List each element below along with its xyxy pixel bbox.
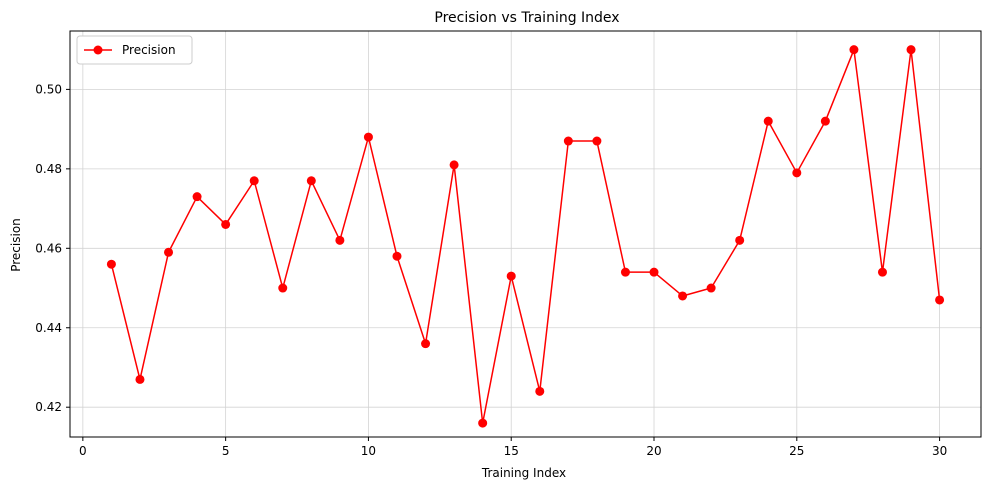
- plot-frame: [69, 30, 982, 438]
- data-point: [935, 295, 945, 305]
- series-line-precision: [110, 48, 941, 424]
- legend-label-precision: Precision: [122, 43, 176, 57]
- data-point: [506, 271, 516, 281]
- data-point: [678, 291, 688, 301]
- data-point: [306, 176, 316, 186]
- data-point: [249, 176, 259, 186]
- grid: [70, 31, 981, 437]
- data-point: [906, 45, 916, 55]
- data-point: [135, 374, 145, 384]
- data-point: [735, 235, 745, 245]
- chart-title: Precision vs Training Index: [434, 10, 619, 26]
- data-point: [363, 132, 373, 142]
- legend: Precision: [76, 35, 193, 65]
- data-point: [820, 116, 830, 126]
- data-point: [221, 219, 231, 229]
- data-point: [877, 267, 887, 277]
- data-point: [620, 267, 630, 277]
- x-tick-label: 0: [79, 444, 87, 458]
- legend-box: [76, 35, 193, 65]
- data-point: [106, 259, 116, 269]
- y-tick-label: 0.48: [35, 162, 62, 176]
- data-point: [278, 283, 288, 293]
- data-point: [706, 283, 716, 293]
- x-axis-title: Training Index: [481, 466, 566, 480]
- data-point: [478, 418, 488, 428]
- data-point: [849, 45, 859, 55]
- y-tick-label: 0.42: [35, 400, 62, 414]
- y-tick-label: 0.44: [35, 321, 62, 335]
- data-point: [592, 136, 602, 146]
- x-tick-label: 10: [361, 444, 376, 458]
- data-point: [164, 247, 174, 257]
- x-tick-label: 25: [789, 444, 804, 458]
- y-tick-label: 0.46: [35, 241, 62, 255]
- data-point: [535, 386, 545, 396]
- x-tick-label: 30: [932, 444, 947, 458]
- data-point: [392, 251, 402, 261]
- x-tick-label: 5: [222, 444, 230, 458]
- y-tick-label: 0.50: [35, 82, 62, 96]
- x-tick-label: 15: [504, 444, 519, 458]
- data-point: [449, 160, 459, 170]
- data-point: [792, 168, 802, 178]
- legend-marker-swatch: [93, 45, 103, 55]
- data-point: [649, 267, 659, 277]
- data-point: [763, 116, 773, 126]
- data-point: [335, 235, 345, 245]
- axis-ticks: 0 5 10 15 20 25 30 0.42 0.44 0.46 0.48 0.50: [35, 82, 947, 458]
- series-layer: [106, 45, 945, 428]
- data-point: [192, 192, 202, 202]
- y-axis-title: Precision: [9, 218, 23, 272]
- data-point: [421, 339, 431, 349]
- x-tick-label: 20: [646, 444, 661, 458]
- data-point: [563, 136, 573, 146]
